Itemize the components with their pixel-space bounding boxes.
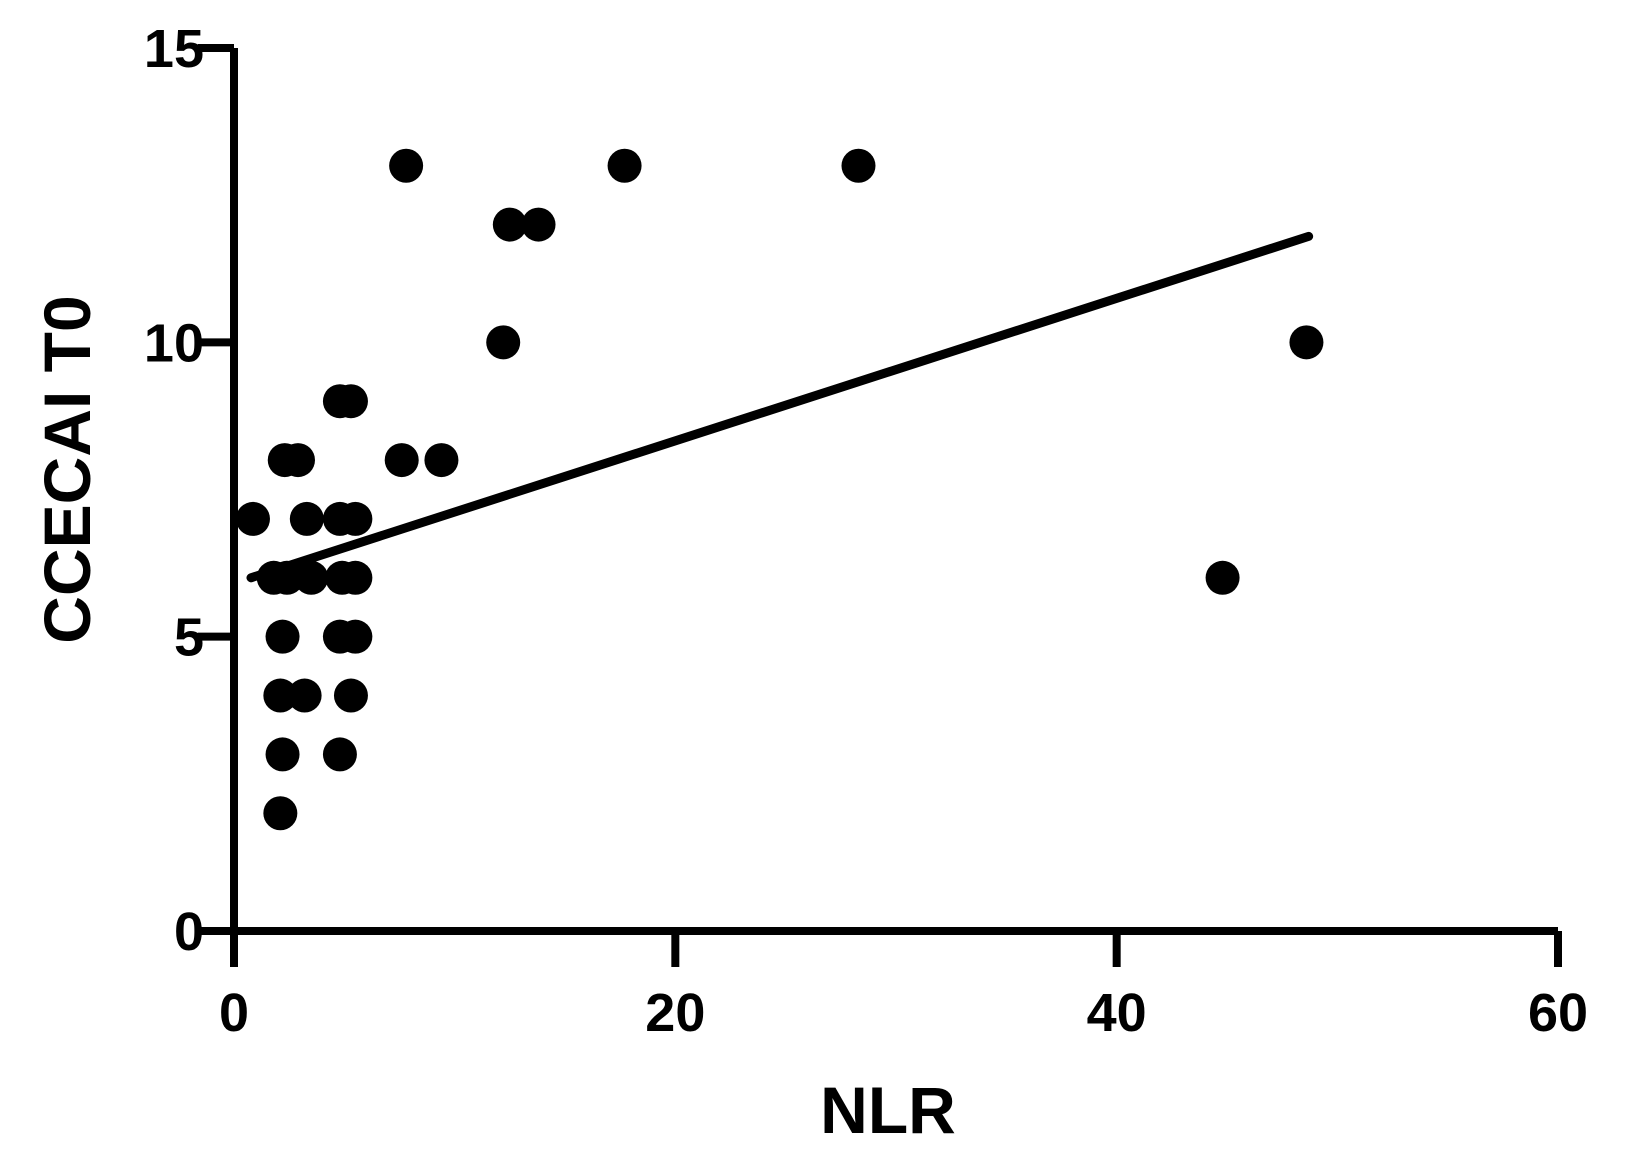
y-tick-label: 0 <box>174 902 204 962</box>
point <box>607 148 642 183</box>
point <box>1205 560 1240 595</box>
y-tick-label: 15 <box>144 19 204 79</box>
point <box>521 207 556 242</box>
point <box>287 678 322 713</box>
x-tick-label: 0 <box>219 983 249 1043</box>
point <box>289 501 324 536</box>
point <box>841 148 876 183</box>
x-tick-label: 40 <box>1087 983 1147 1043</box>
point <box>1289 325 1324 360</box>
y-tick-label: 5 <box>174 608 204 668</box>
y-axis-label: CCECAI T0 <box>30 295 104 643</box>
point <box>263 678 298 713</box>
point <box>322 737 357 772</box>
point <box>424 443 459 478</box>
y-tick-label: 10 <box>144 313 204 373</box>
point <box>265 737 300 772</box>
point <box>492 207 527 242</box>
point <box>333 384 368 419</box>
point <box>265 619 300 654</box>
point <box>338 501 373 536</box>
point <box>486 325 521 360</box>
point <box>263 796 298 831</box>
point <box>338 619 373 654</box>
point <box>338 560 373 595</box>
x-axis-label: NLR <box>820 1073 956 1147</box>
x-tick-label: 60 <box>1528 983 1588 1043</box>
point <box>333 678 368 713</box>
point <box>235 501 270 536</box>
point <box>389 148 424 183</box>
fit-line <box>246 231 1314 583</box>
point <box>384 443 419 478</box>
x-tick-label: 20 <box>645 983 705 1043</box>
point <box>294 560 329 595</box>
point <box>280 443 315 478</box>
